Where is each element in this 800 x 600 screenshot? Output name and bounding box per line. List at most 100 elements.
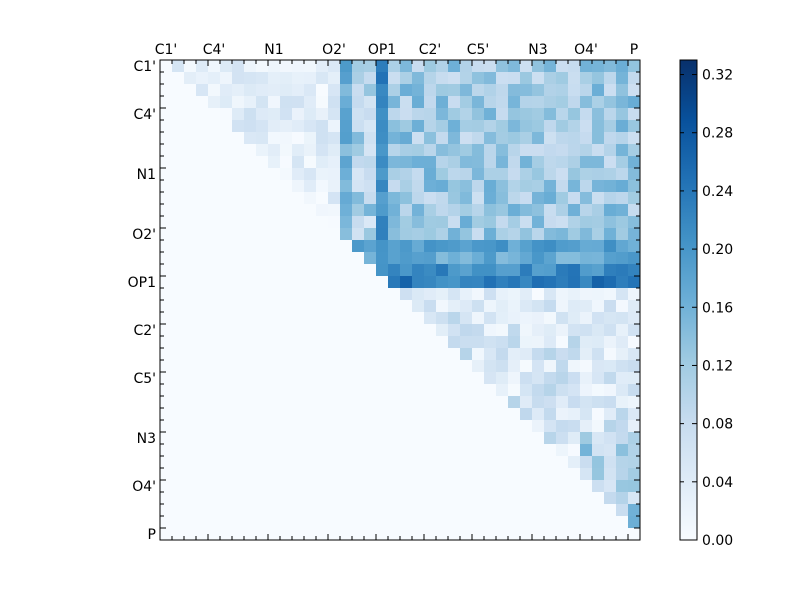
heatmap-cell [544,192,557,205]
heatmap-cell [616,384,629,397]
heatmap-cell [172,168,185,181]
heatmap-cell [256,228,269,241]
heatmap-cell [220,240,233,253]
heatmap-cell [376,444,389,457]
heatmap-cell [424,408,437,421]
heatmap-cell [280,504,293,517]
heatmap-cell [580,276,593,289]
heatmap-cell [352,120,365,133]
heatmap-cell [244,432,257,445]
heatmap-cell [376,336,389,349]
heatmap-cell [208,372,221,385]
x-tick-label: N1 [264,42,283,58]
heatmap-cell [616,240,629,253]
heatmap-cell [268,120,281,133]
heatmap-cell [280,432,293,445]
heatmap-cell [316,324,329,337]
heatmap-cell [496,420,509,433]
heatmap-cell [172,360,185,373]
heatmap-cell [460,324,473,337]
heatmap-cell [316,492,329,505]
heatmap-cell [232,312,245,325]
heatmap-cell [184,348,197,361]
heatmap-cell [184,504,197,517]
heatmap-cell [592,60,605,73]
heatmap-cell [256,372,269,385]
heatmap-cell [352,204,365,217]
heatmap-cell [496,252,509,265]
heatmap-cell [328,156,341,169]
heatmap-cell [352,228,365,241]
heatmap-cell [412,516,425,529]
heatmap-cell [364,444,377,457]
heatmap-cell [160,468,173,481]
heatmap-cell [220,168,233,181]
heatmap-cell [304,336,317,349]
heatmap-cell [316,288,329,301]
heatmap-cell [328,120,341,133]
heatmap-cell [448,60,461,73]
heatmap-cell [232,252,245,265]
heatmap-cell [160,60,173,73]
heatmap-cell [460,264,473,277]
heatmap-cell [544,300,557,313]
heatmap-cell [496,480,509,493]
heatmap-cell [448,360,461,373]
heatmap-cell [424,360,437,373]
heatmap-cell [412,528,425,541]
heatmap-cell [388,120,401,133]
heatmap-cell [400,288,413,301]
heatmap-cell [400,264,413,277]
heatmap-cell [604,360,617,373]
heatmap-cell [328,240,341,253]
heatmap-cell [616,468,629,481]
heatmap-cell [244,168,257,181]
heatmap-cell [388,360,401,373]
heatmap-cell [364,240,377,253]
heatmap-cell [496,276,509,289]
heatmap-cell [628,384,641,397]
heatmap-cell [172,192,185,205]
y-tick-label: C4' [133,107,156,123]
heatmap-cell [196,528,209,541]
heatmap-cell [568,96,581,109]
heatmap-cell [520,132,533,145]
heatmap-cell [172,312,185,325]
heatmap-cell [496,336,509,349]
heatmap-cell [280,384,293,397]
heatmap-cell [280,132,293,145]
heatmap-cell [484,228,497,241]
heatmap-cell [328,300,341,313]
heatmap-cell [544,156,557,169]
heatmap-cell [460,336,473,349]
heatmap-cell [328,408,341,421]
heatmap-cell [256,360,269,373]
heatmap-cell [448,480,461,493]
heatmap-cell [364,504,377,517]
heatmap-cell [436,492,449,505]
heatmap-cell [364,384,377,397]
heatmap-cell [556,504,569,517]
heatmap-cell [208,528,221,541]
heatmap-cell [508,240,521,253]
heatmap-cell [340,456,353,469]
heatmap-cell [376,504,389,517]
heatmap-cell [592,480,605,493]
heatmap-cell [628,132,641,145]
heatmap-cell [292,132,305,145]
heatmap-cell [208,408,221,421]
heatmap-cell [268,420,281,433]
heatmap-cell [160,240,173,253]
heatmap-cell [604,300,617,313]
heatmap-cell [568,396,581,409]
heatmap-cell [496,444,509,457]
heatmap-cell [172,504,185,517]
heatmap-cell [592,288,605,301]
heatmap-cell [448,132,461,145]
heatmap-cell [532,132,545,145]
heatmap-cell [460,180,473,193]
heatmap-cell [352,60,365,73]
heatmap-cell [436,228,449,241]
heatmap-cell [304,96,317,109]
heatmap-cell [496,144,509,157]
